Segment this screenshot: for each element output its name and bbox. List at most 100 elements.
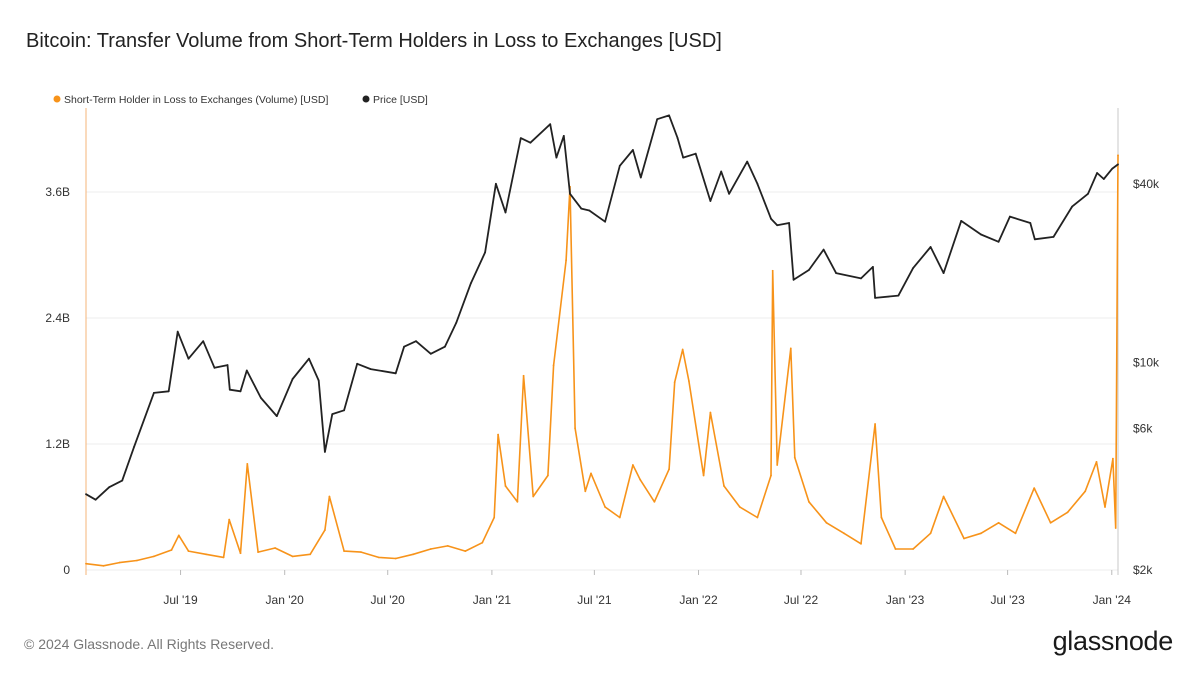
data-point-0-67	[912, 548, 914, 550]
x-tick-label: Jan '22	[679, 593, 718, 607]
data-point-0-76	[1066, 511, 1069, 514]
data-point-0-22	[394, 557, 397, 560]
data-point-0-12	[246, 463, 249, 465]
data-point-1-5	[153, 392, 155, 394]
data-point-1-53	[720, 170, 723, 173]
data-point-0-55	[770, 474, 772, 477]
data-point-0-79	[1104, 506, 1106, 508]
x-tick-label: Jul '20	[371, 593, 406, 607]
data-point-1-74	[1009, 215, 1011, 218]
data-point-1-27	[415, 340, 417, 343]
data-point-1-44	[618, 164, 621, 167]
data-point-1-69	[929, 246, 932, 248]
data-point-0-80	[1112, 457, 1114, 460]
data-point-1-6	[167, 390, 170, 393]
y-left-tick-label: 1.2B	[45, 437, 70, 451]
data-point-0-39	[584, 490, 587, 493]
data-point-1-81	[1102, 178, 1105, 180]
data-point-1-7	[176, 330, 179, 333]
data-point-1-4	[133, 445, 136, 448]
data-point-1-38	[555, 156, 558, 159]
data-point-1-45	[632, 149, 634, 151]
data-point-0-78	[1095, 461, 1098, 463]
x-axis-ticks: Jul '19 Jan '20 Jul '20 Jan '21 Jul '21 Jan '…	[163, 593, 1131, 607]
data-point-1-60	[792, 278, 795, 281]
data-point-1-82	[1111, 167, 1114, 170]
copyright-footer: © 2024 Glassnode. All Rights Reserved.	[24, 636, 275, 652]
data-point-1-17	[291, 378, 294, 380]
data-point-0-70	[963, 537, 965, 540]
data-point-0-46	[668, 468, 670, 471]
data-point-0-45	[653, 500, 656, 503]
data-point-0-60	[808, 500, 810, 503]
data-point-1-1	[94, 498, 97, 501]
data-point-1-71	[960, 220, 963, 222]
data-point-0-69	[942, 495, 945, 498]
data-point-1-79	[1087, 192, 1089, 195]
data-point-1-59	[788, 222, 790, 224]
y-left-tick-label: 2.4B	[45, 311, 70, 325]
data-point-1-83	[1117, 163, 1119, 166]
y-left-tick-label: 3.6B	[45, 185, 70, 199]
data-point-0-1	[102, 564, 105, 567]
data-point-0-13	[257, 551, 259, 553]
data-point-1-2	[108, 486, 111, 489]
data-point-1-43	[604, 220, 606, 223]
data-point-0-65	[880, 516, 883, 519]
data-point-1-22	[343, 409, 345, 412]
data-point-0-27	[481, 541, 484, 544]
data-point-0-21	[377, 556, 380, 559]
data-point-0-74	[1033, 487, 1036, 489]
series-line-0	[85, 155, 1119, 567]
data-point-1-47	[656, 118, 659, 121]
data-point-0-15	[291, 555, 294, 558]
data-point-0-63	[860, 542, 862, 545]
data-point-1-50	[682, 156, 685, 159]
data-point-0-68	[929, 532, 932, 535]
data-point-1-12	[228, 388, 231, 391]
data-point-1-80	[1096, 172, 1098, 174]
data-point-1-41	[580, 207, 583, 210]
x-tick-label: Jul '23	[990, 593, 1025, 607]
x-tick-label: Jul '21	[577, 593, 612, 607]
data-point-1-10	[213, 366, 216, 369]
y-left-tick-label: 0	[63, 563, 70, 577]
data-point-0-29	[497, 433, 499, 436]
data-point-0-71	[980, 532, 982, 535]
data-point-0-44	[639, 478, 642, 481]
data-point-1-54	[728, 192, 730, 195]
data-point-0-10	[228, 518, 231, 521]
data-point-1-33	[495, 182, 497, 185]
data-point-0-52	[723, 485, 725, 487]
data-point-0-6	[177, 534, 180, 537]
series-price	[85, 114, 1119, 501]
data-point-1-58	[776, 224, 779, 227]
data-point-0-57	[776, 464, 779, 466]
data-point-0-18	[328, 495, 331, 498]
data-point-0-9	[222, 556, 225, 559]
data-point-1-30	[455, 322, 458, 324]
data-point-1-52	[709, 200, 712, 202]
data-point-1-21	[331, 413, 334, 415]
data-point-0-24	[429, 548, 432, 550]
data-point-0-33	[532, 495, 535, 498]
data-point-0-34	[547, 474, 549, 477]
data-point-0-72	[997, 521, 1000, 524]
data-point-1-68	[912, 267, 914, 269]
data-point-1-14	[245, 369, 248, 372]
data-point-1-3	[121, 479, 124, 482]
data-point-1-72	[980, 233, 982, 236]
data-point-0-58	[789, 347, 792, 350]
data-point-1-16	[275, 415, 278, 417]
data-point-1-70	[942, 272, 945, 274]
data-point-1-0	[85, 493, 87, 496]
data-point-1-73	[997, 240, 1000, 243]
data-point-0-51	[709, 411, 712, 414]
data-point-1-20	[324, 451, 326, 453]
data-point-0-42	[618, 516, 621, 519]
data-point-1-55	[746, 160, 749, 163]
data-point-0-73	[1014, 532, 1017, 535]
data-point-1-46	[639, 176, 642, 179]
data-point-0-8	[205, 553, 207, 556]
